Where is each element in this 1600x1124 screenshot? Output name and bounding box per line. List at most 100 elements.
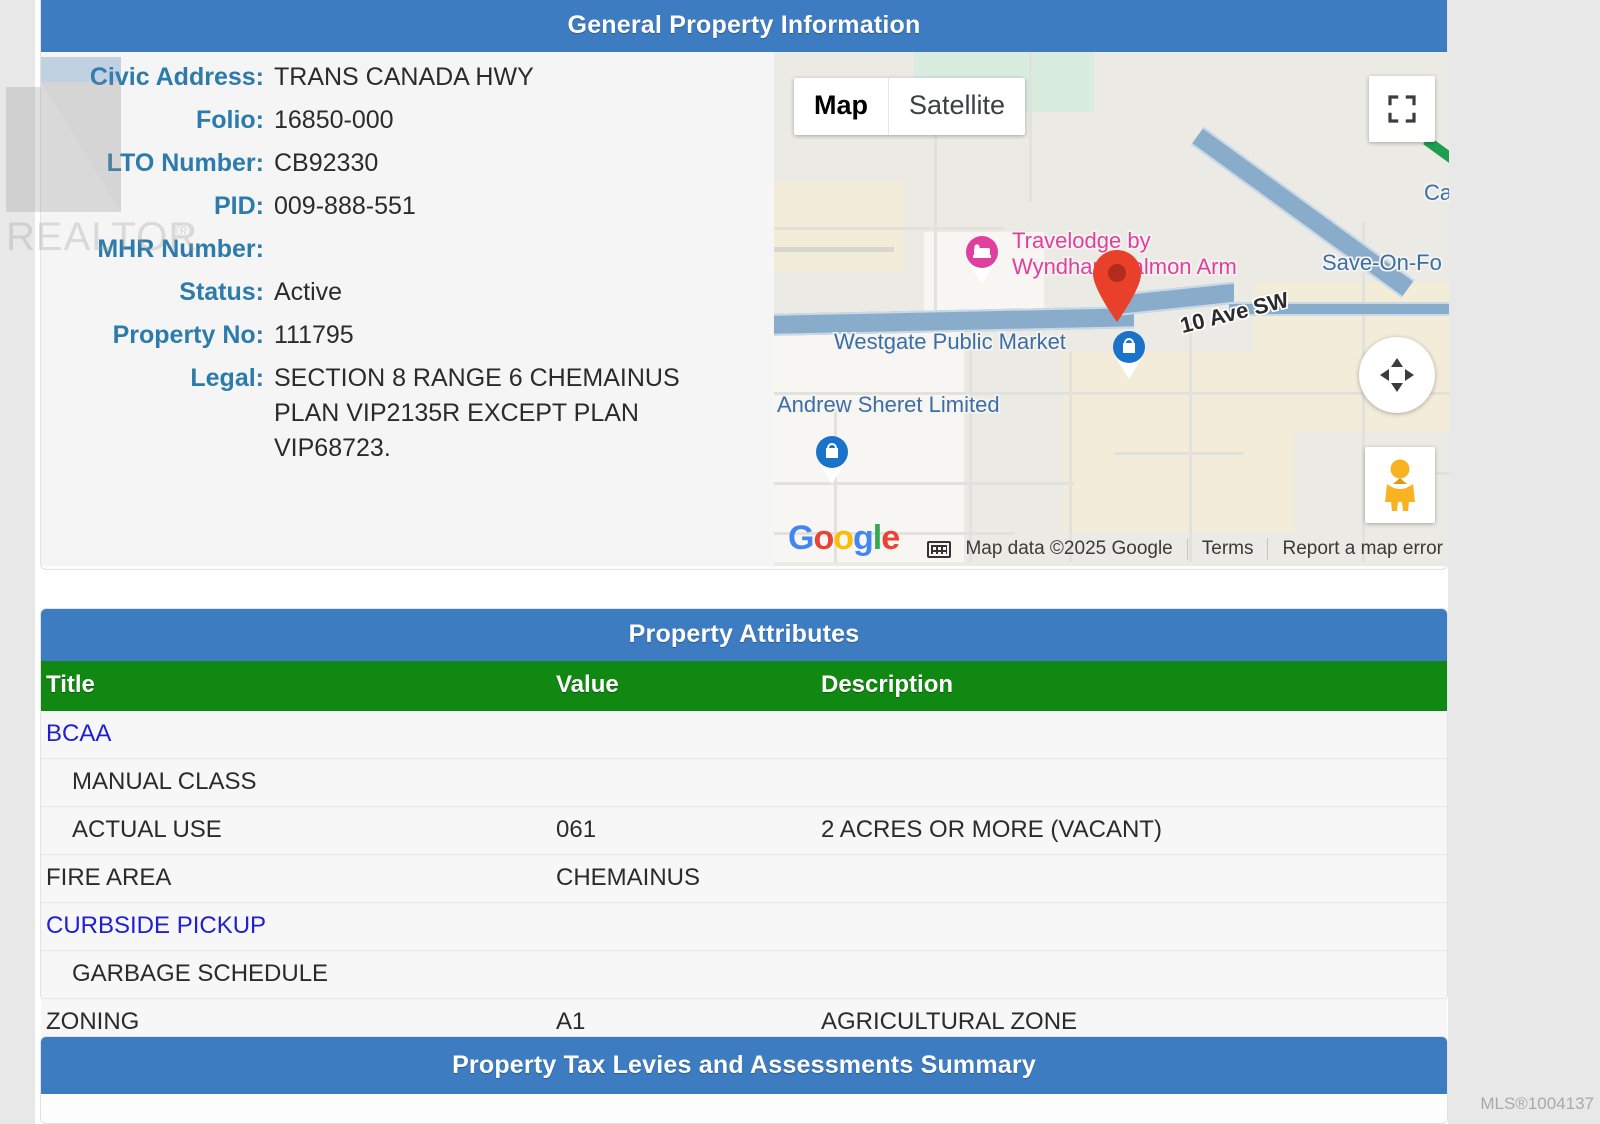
attrib-divider-1: [1186, 538, 1188, 560]
value-status: Active: [274, 278, 343, 306]
general-property-information-panel: General Property Information REALTOR ® C…: [6, 0, 1449, 570]
map-street-v3: [969, 342, 972, 562]
google-logo-e: e: [881, 519, 900, 557]
fullscreen-icon: [1388, 95, 1416, 123]
westgate-public-market-pin[interactable]: [1106, 322, 1152, 385]
cell-value: [556, 950, 821, 999]
andrew-sheret-pin[interactable]: [809, 427, 855, 490]
property-location-marker[interactable]: [1089, 247, 1145, 328]
map-type-control[interactable]: Map Satellite: [794, 78, 1026, 135]
map-terms-link[interactable]: Terms: [1201, 538, 1254, 559]
attrib-divider-2: [1267, 538, 1269, 560]
map-pegman-button[interactable]: [1365, 447, 1435, 523]
label-status: Status:: [179, 278, 264, 306]
map-type-divider: [888, 78, 889, 135]
map-report-error-link[interactable]: Report a map error: [1282, 538, 1443, 559]
map-type-satellite-button[interactable]: Satellite: [909, 90, 1006, 120]
cell-title: MANUAL CLASS: [41, 758, 556, 807]
column-header-value: Value: [556, 661, 821, 711]
andrew-sheret-label: Andrew Sheret Limited: [777, 392, 1000, 417]
info-row-lto-number: LTO Number: CB92330: [41, 146, 771, 181]
property-report-page: General Property Information REALTOR ® C…: [6, 0, 1449, 1124]
property-attributes-panel: Property Attributes Title Value Descript…: [40, 608, 1448, 1047]
cell-value: CHEMAINUS: [556, 854, 821, 903]
map-pin-icon: [1093, 250, 1141, 322]
pegman-icon: [1385, 459, 1415, 511]
google-logo-o1: o: [813, 519, 834, 557]
value-civic-address: TRANS CANADA HWY: [274, 63, 534, 91]
google-logo-l: l: [872, 519, 883, 557]
table-row: MANUAL CLASS: [41, 758, 1447, 807]
westgate-public-market-label: Westgate Public Market: [834, 329, 1066, 354]
label-legal: Legal:: [190, 364, 264, 392]
cell-description: [821, 950, 1447, 999]
table-header-row: Title Value Description: [41, 661, 1447, 711]
table-row: GARBAGE SCHEDULE: [41, 950, 1447, 999]
cell-title[interactable]: CURBSIDE PICKUP: [41, 902, 556, 951]
column-header-description: Description: [821, 661, 1447, 711]
property-info-list: Civic Address: TRANS CANADA HWY Folio: 1…: [41, 60, 771, 474]
value-property-no: 111795: [274, 321, 354, 349]
value-pid: 009-888-551: [274, 192, 416, 220]
shop-pin-icon: [1113, 331, 1145, 379]
map-street-h0: [774, 227, 1004, 230]
label-lto-number: LTO Number:: [106, 149, 264, 177]
table-row[interactable]: CURBSIDE PICKUP: [41, 902, 1447, 951]
cell-description: [821, 902, 1447, 951]
map-street-h4: [1114, 452, 1244, 455]
map-street-v5: [1189, 322, 1192, 562]
shop-pin-icon: [816, 436, 848, 484]
map-pan-control[interactable]: [1359, 337, 1435, 413]
column-header-title: Title: [41, 661, 556, 711]
property-attributes-table: Title Value Description BCAA MANUAL CLAS…: [41, 661, 1447, 1047]
table-row[interactable]: BCAA: [41, 711, 1447, 759]
table-row: FIRE AREA CHEMAINUS: [41, 854, 1447, 903]
value-lto-number: CB92330: [274, 149, 379, 177]
map-street-v6: [834, 402, 837, 562]
cell-description: 2 ACRES OR MORE (VACANT): [821, 806, 1447, 855]
property-attributes-header: Property Attributes: [41, 609, 1447, 661]
info-row-pid: PID: 009-888-551: [41, 189, 771, 224]
general-property-information-header: General Property Information: [41, 0, 1447, 52]
value-folio: 16850-000: [274, 106, 394, 134]
cell-description: [821, 711, 1447, 759]
map-street-h2: [774, 482, 1074, 485]
pan-arrows-icon: [1380, 358, 1414, 392]
travelodge-poi-pin[interactable]: [959, 227, 1005, 290]
keyboard-shortcuts-icon[interactable]: [927, 540, 952, 558]
map-type-map-button[interactable]: Map: [814, 90, 868, 120]
cell-title: ACTUAL USE: [41, 806, 556, 855]
map-data-attribution: Map data ©2025 Google: [965, 538, 1173, 559]
google-logo-g2: g: [853, 519, 874, 557]
google-logo: Google: [788, 519, 900, 558]
info-row-property-no: Property No: 111795: [41, 318, 771, 353]
info-row-folio: Folio: 16850-000: [41, 103, 771, 138]
ca-truncated-label: Ca: [1424, 180, 1449, 205]
google-logo-g1: G: [788, 519, 814, 557]
map-street-h3: [774, 532, 1014, 535]
info-row-mhr-number: MHR Number:: [41, 232, 771, 267]
map-arterial-east: [1229, 302, 1449, 316]
save-on-foods-label: Save-On-Fo: [1322, 250, 1442, 275]
property-tax-summary-header: Property Tax Levies and Assessments Summ…: [41, 1037, 1447, 1094]
mls-watermark: MLS®1004137: [1480, 1094, 1594, 1113]
cell-value: [556, 758, 821, 807]
map-fullscreen-button[interactable]: [1369, 76, 1435, 142]
travelodge-label-line1: Travelodge by: [1012, 228, 1151, 253]
cell-title[interactable]: BCAA: [41, 711, 556, 759]
cell-value: [556, 711, 821, 759]
info-row-legal: Legal: SECTION 8 RANGE 6 CHEMAINUS PLAN …: [41, 361, 771, 466]
table-row: ACTUAL USE 061 2 ACRES OR MORE (VACANT): [41, 806, 1447, 855]
label-folio: Folio:: [195, 106, 264, 134]
hotel-pin-icon: [966, 236, 998, 284]
label-property-no: Property No:: [112, 321, 264, 349]
map-street-v4: [1069, 352, 1072, 562]
cell-description: [821, 758, 1447, 807]
cell-title: GARBAGE SCHEDULE: [41, 950, 556, 999]
label-pid: PID:: [214, 192, 264, 220]
label-mhr-number: MHR Number:: [97, 235, 264, 263]
map-attribution-bar: Map data ©2025 Google Terms Report a map…: [927, 538, 1443, 560]
info-row-civic-address: Civic Address: TRANS CANADA HWY: [41, 60, 771, 95]
map-street-h1: [774, 392, 1449, 395]
property-location-map[interactable]: Map Satellite: [774, 52, 1449, 566]
